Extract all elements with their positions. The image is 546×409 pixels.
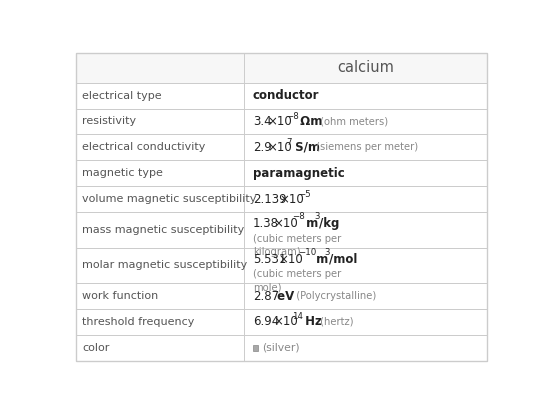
Text: magnetic type: magnetic type: [82, 169, 163, 178]
Text: (ohm meters): (ohm meters): [317, 117, 388, 126]
Text: ×10: ×10: [274, 315, 298, 328]
Text: 5.531: 5.531: [253, 253, 286, 266]
Text: electrical type: electrical type: [82, 90, 162, 101]
Text: 3.4: 3.4: [253, 115, 271, 128]
Text: m: m: [302, 218, 318, 230]
Text: volume magnetic susceptibility: volume magnetic susceptibility: [82, 194, 257, 204]
Bar: [76, 160, 487, 187]
Text: 6.94: 6.94: [253, 315, 279, 328]
Text: conductor: conductor: [253, 89, 319, 102]
Text: −8: −8: [287, 112, 299, 121]
Bar: [76, 309, 487, 335]
Bar: [76, 83, 487, 108]
Text: electrical conductivity: electrical conductivity: [82, 142, 205, 153]
Bar: [76, 108, 487, 135]
Bar: [76, 335, 487, 361]
Text: (hertz): (hertz): [317, 317, 354, 327]
Text: /kg: /kg: [319, 218, 340, 230]
Text: −5: −5: [298, 190, 311, 199]
Text: (cubic meters per
kilogram): (cubic meters per kilogram): [253, 234, 341, 257]
Text: (Polycrystalline): (Polycrystalline): [290, 291, 376, 301]
Text: calcium: calcium: [337, 60, 394, 75]
Text: ×10: ×10: [273, 218, 298, 230]
Text: eV: eV: [273, 290, 294, 303]
Text: 7: 7: [287, 138, 292, 147]
Bar: [76, 53, 487, 83]
Text: paramagnetic: paramagnetic: [253, 167, 345, 180]
Text: ×10: ×10: [279, 193, 304, 206]
Text: /mol: /mol: [329, 253, 358, 266]
Text: resistivity: resistivity: [82, 117, 136, 126]
Text: work function: work function: [82, 291, 158, 301]
Text: −10: −10: [298, 248, 316, 257]
Text: 3: 3: [325, 248, 330, 257]
Text: molar magnetic susceptibility: molar magnetic susceptibility: [82, 261, 247, 270]
Text: mass magnetic susceptibility: mass magnetic susceptibility: [82, 225, 244, 235]
Bar: [76, 135, 487, 160]
Text: 2.139: 2.139: [253, 193, 287, 206]
Bar: [76, 248, 487, 283]
Bar: [253, 345, 258, 351]
Text: ×10: ×10: [279, 253, 304, 266]
Text: 3: 3: [315, 212, 321, 221]
Bar: [76, 283, 487, 309]
Text: ×10: ×10: [268, 115, 292, 128]
Text: color: color: [82, 343, 109, 353]
Bar: [76, 212, 487, 248]
Text: 1.38: 1.38: [253, 218, 279, 230]
Text: (siemens per meter): (siemens per meter): [313, 142, 419, 153]
Text: Ωm: Ωm: [296, 115, 323, 128]
Text: Hz: Hz: [301, 315, 322, 328]
Text: threshold frequency: threshold frequency: [82, 317, 194, 327]
Text: S/m: S/m: [291, 141, 320, 154]
Text: 2.87: 2.87: [253, 290, 279, 303]
Text: 2.9: 2.9: [253, 141, 272, 154]
Bar: [76, 187, 487, 212]
Text: (cubic meters per
mole): (cubic meters per mole): [253, 269, 341, 292]
Text: (silver): (silver): [262, 343, 300, 353]
Text: −8: −8: [292, 212, 305, 221]
Text: 14: 14: [293, 312, 304, 321]
Text: ×10: ×10: [268, 141, 292, 154]
Text: m: m: [312, 253, 329, 266]
